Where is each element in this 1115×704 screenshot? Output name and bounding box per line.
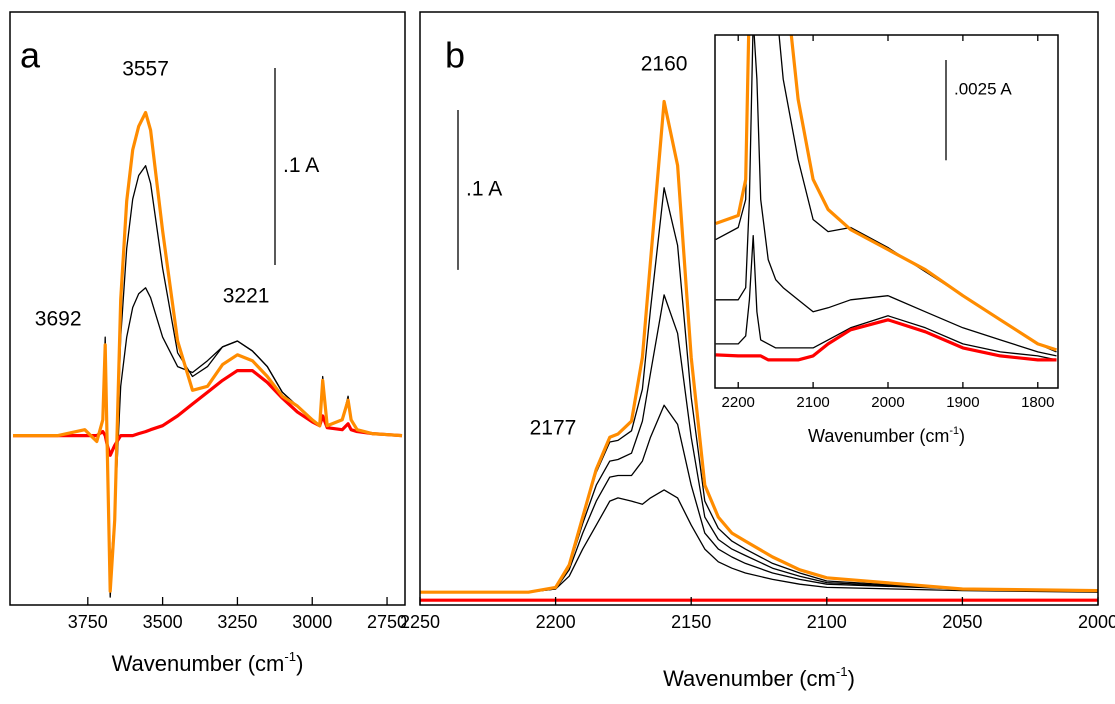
spectrum-line <box>715 35 1057 357</box>
x-axis-label: Wavenumber (cm-1) <box>112 649 304 676</box>
spectrum-line <box>13 165 403 598</box>
peak-label: 2177 <box>530 417 577 440</box>
x-tick-label: 1900 <box>946 394 979 411</box>
x-axis-label-part: ) <box>296 651 303 676</box>
panel-label: b <box>445 35 465 76</box>
scale-bar-label: .1 A <box>466 177 502 200</box>
x-tick-label: 2000 <box>871 394 904 411</box>
peak-label: 3221 <box>223 285 270 308</box>
x-axis-label-part: Wavenumber (cm <box>112 651 285 676</box>
x-axis-label-sup: -1 <box>836 664 848 679</box>
inset-background <box>715 35 1058 388</box>
panel-label: a <box>20 35 41 76</box>
x-axis-label: Wavenumber (cm-1) <box>663 664 855 691</box>
spectrum-line <box>715 234 1057 361</box>
scale-bar-label: .0025 A <box>954 79 1012 98</box>
x-tick-label: 2200 <box>722 394 755 411</box>
x-tick-label: 3250 <box>217 612 257 632</box>
spectrum-line <box>420 489 1098 593</box>
x-axis-label-part: Wavenumber (cm <box>808 426 949 446</box>
spectrum-line <box>420 99 1098 594</box>
spectrum-line <box>715 35 1057 352</box>
panel: 2200 2100 2000 1900 1800 Wavenumber (cm-1) .00… <box>714 34 1059 446</box>
spectrum-line <box>715 318 1057 362</box>
x-tick-label: 2250 <box>400 612 440 632</box>
plot-area <box>420 99 1098 602</box>
peak-label: 2160 <box>641 53 688 76</box>
x-tick-label: 2200 <box>536 612 576 632</box>
x-tick-label: 2100 <box>796 394 829 411</box>
axes-frame <box>9 11 406 606</box>
x-axis-label: Wavenumber (cm-1) <box>808 425 965 446</box>
x-tick-label: 2000 <box>1078 612 1115 632</box>
x-tick-label: 2150 <box>671 612 711 632</box>
spectrum-line <box>13 110 403 593</box>
peak-label: 3557 <box>122 58 169 81</box>
x-tick-label: 2050 <box>942 612 982 632</box>
x-axis-label-part: ) <box>848 666 855 691</box>
x-tick-label: 2100 <box>807 612 847 632</box>
x-tick-label: 3000 <box>292 612 332 632</box>
plot-area <box>13 110 403 598</box>
spectrum-line <box>420 404 1098 593</box>
axes-frame <box>714 34 1059 389</box>
x-tick-label: 1800 <box>1021 394 1054 411</box>
x-axis-label-part: ) <box>959 426 965 446</box>
x-axis-label-sup: -1 <box>284 649 296 664</box>
x-tick-label: 3750 <box>68 612 108 632</box>
plot-area <box>715 35 1057 362</box>
x-tick-label: 3500 <box>143 612 183 632</box>
panel: 3750 3500 3250 3000 2750 Wavenumber (cm-1) a .1… <box>9 11 407 676</box>
x-axis-label-part: Wavenumber (cm <box>663 666 836 691</box>
axes-frame <box>419 11 1099 606</box>
peak-label: 3692 <box>35 308 82 331</box>
x-axis-label-sup: -1 <box>949 425 959 437</box>
x-tick-label: 2750 <box>367 612 407 632</box>
scale-bar-label: .1 A <box>283 154 319 177</box>
spectrum-line <box>13 287 403 575</box>
